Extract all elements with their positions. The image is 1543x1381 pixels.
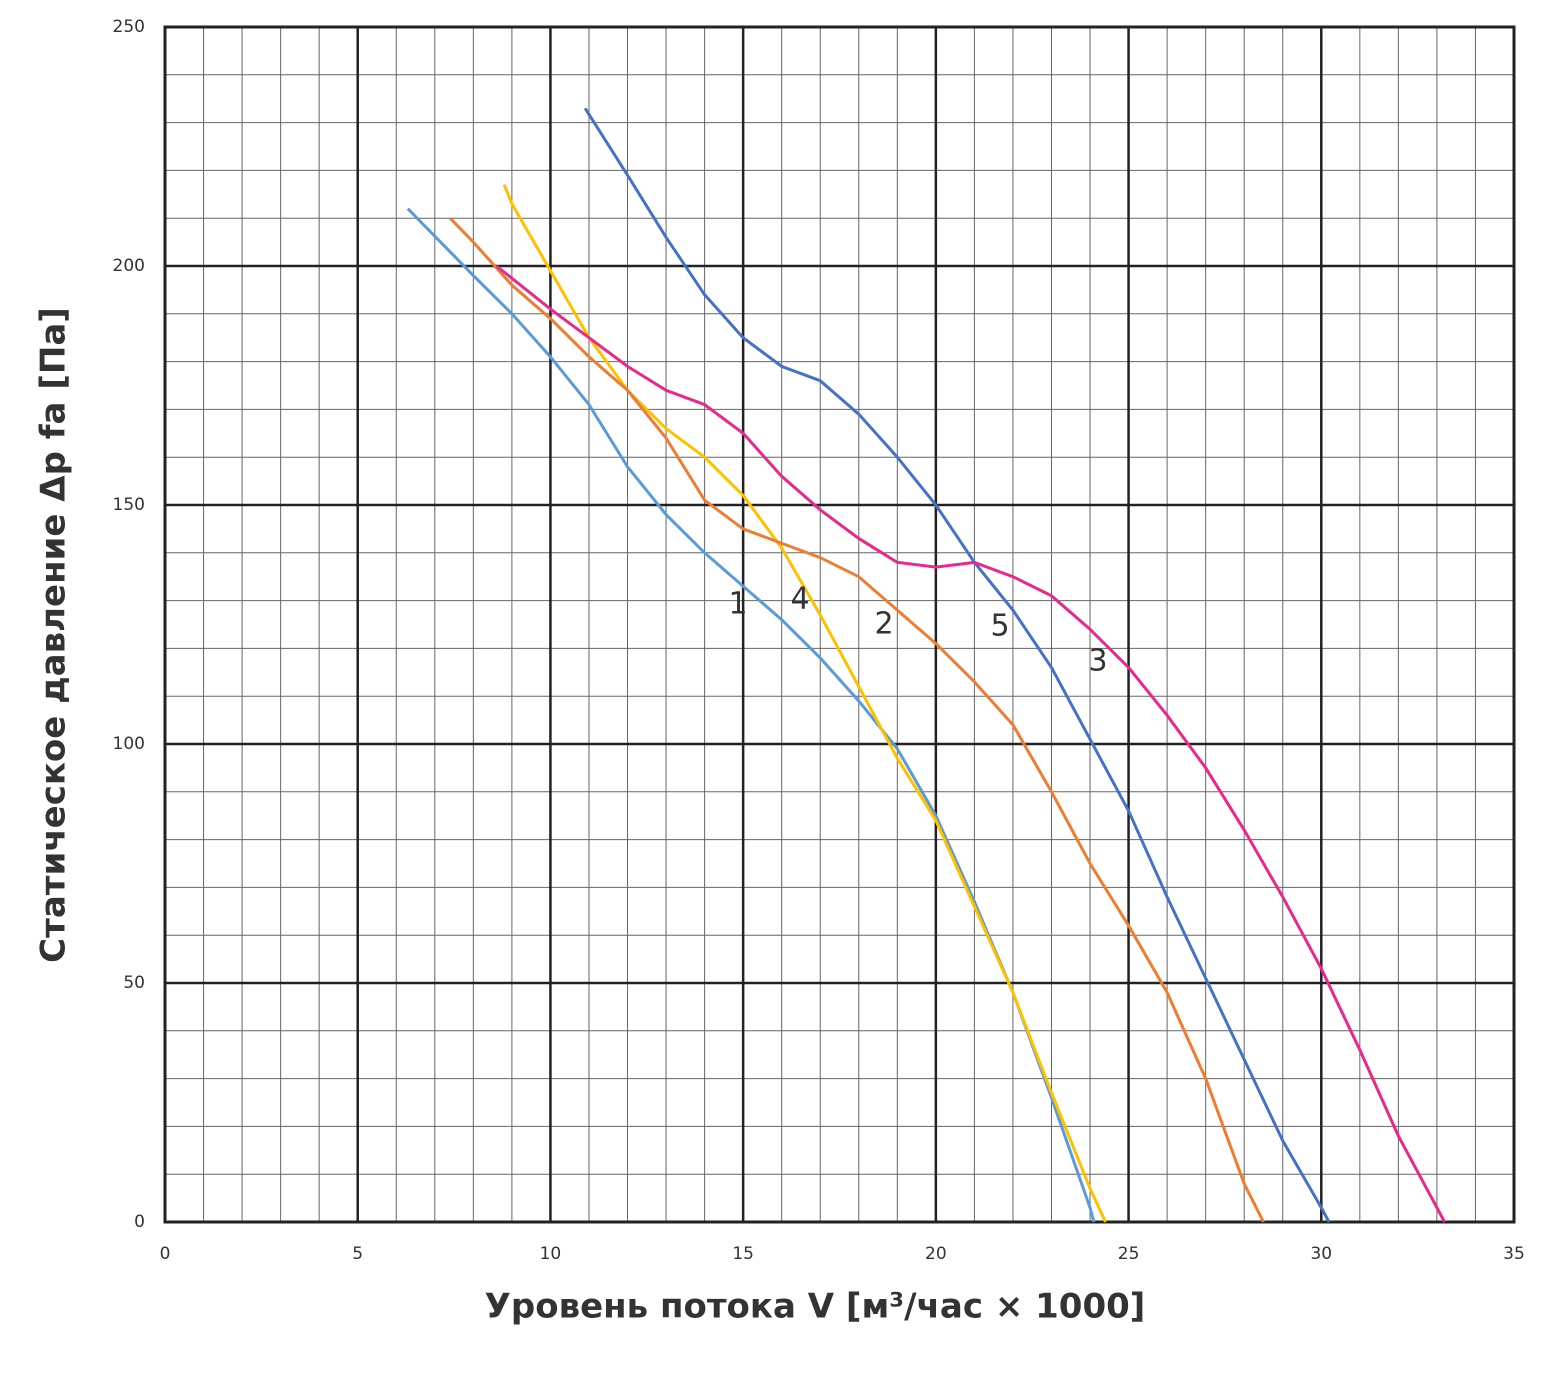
- x-tick-label: 5: [352, 1244, 363, 1264]
- curve: [406, 207, 1096, 1223]
- y-tick-label: 50: [123, 973, 145, 993]
- y-tick-label: 100: [113, 734, 145, 754]
- y-axis-title: Статическое давление Δp fa [Па]: [34, 307, 74, 963]
- x-tick-label: 30: [1310, 1244, 1332, 1264]
- curve-label: 5: [990, 609, 1009, 644]
- x-axis-title: Уровень потока V [м³/час × 1000]: [485, 1287, 1146, 1327]
- x-tick-label: 10: [540, 1244, 562, 1264]
- curve-label: 3: [1088, 644, 1107, 679]
- x-tick-label: 25: [1118, 1244, 1140, 1264]
- x-tick-label: 20: [925, 1244, 947, 1264]
- curve: [502, 184, 1107, 1223]
- curve-label: 1: [728, 587, 747, 622]
- y-tick-label: 250: [113, 17, 145, 37]
- curve: [449, 217, 1265, 1223]
- y-tick-label: 150: [113, 495, 145, 515]
- y-tick-label: 0: [134, 1212, 145, 1232]
- x-tick-label: 35: [1503, 1244, 1525, 1264]
- plot-frame: [163, 25, 1516, 1224]
- x-tick-label: 15: [732, 1244, 754, 1264]
- x-tick-label: 0: [160, 1244, 171, 1264]
- curve-label: 4: [790, 582, 809, 617]
- curve: [495, 264, 1446, 1223]
- curve-label: 2: [874, 607, 893, 642]
- y-tick-label: 200: [113, 256, 145, 276]
